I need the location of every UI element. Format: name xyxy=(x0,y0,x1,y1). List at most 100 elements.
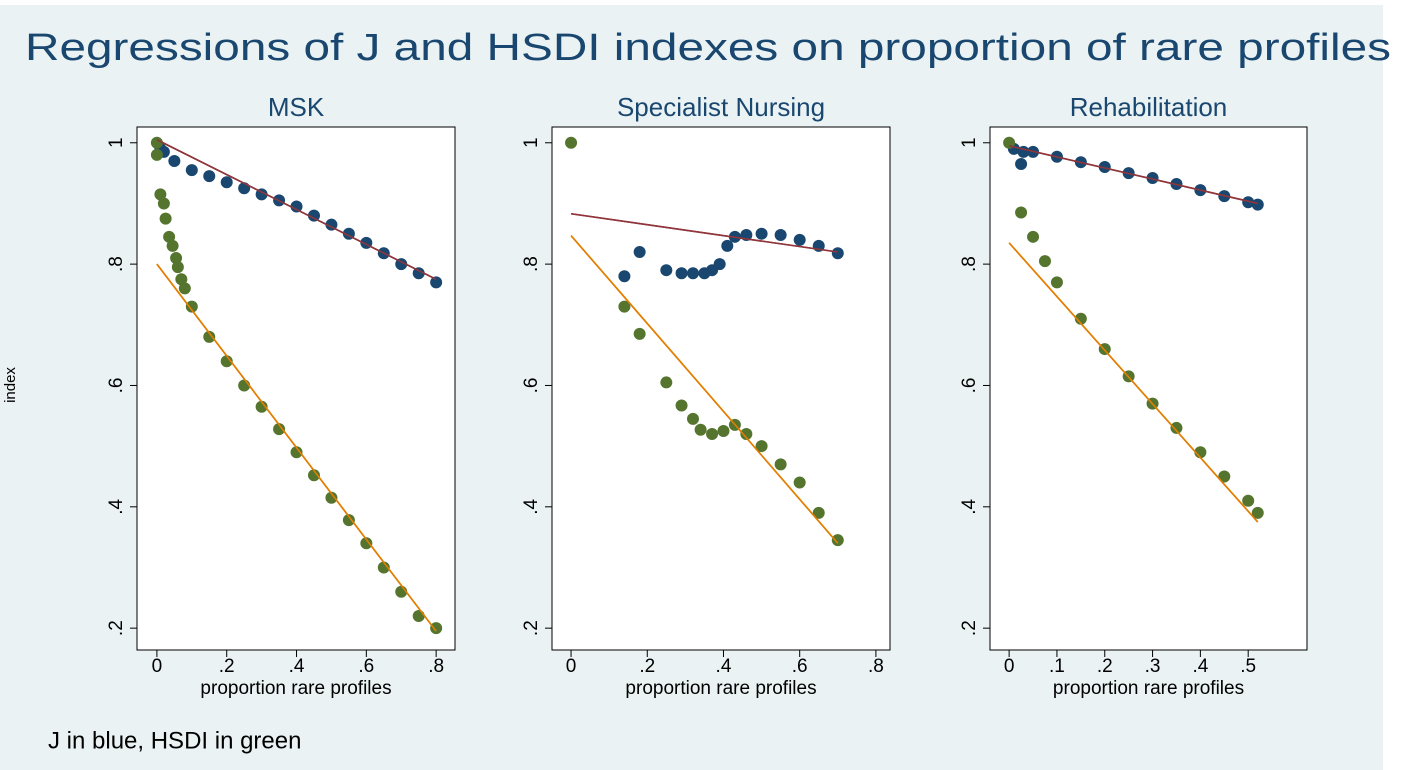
y-tick-label: 1 xyxy=(106,137,127,148)
point xyxy=(150,148,163,161)
point xyxy=(694,423,707,436)
point xyxy=(307,469,320,482)
point xyxy=(755,440,768,453)
point xyxy=(1027,230,1040,243)
x-tick-label: .3 xyxy=(1145,656,1161,677)
panel-title: Rehabilitation xyxy=(1070,92,1228,122)
fit-line xyxy=(570,212,838,253)
point xyxy=(793,476,806,489)
fit-line xyxy=(156,139,437,281)
point xyxy=(660,376,673,389)
y-tick-label: 1 xyxy=(959,137,980,148)
x-tick-label: .4 xyxy=(289,656,305,677)
point xyxy=(159,212,172,225)
y-tick-label: .2 xyxy=(959,620,980,636)
point xyxy=(273,423,286,436)
y-tick-label: 1 xyxy=(521,137,542,148)
point xyxy=(1038,255,1051,268)
point xyxy=(1146,171,1159,184)
point xyxy=(377,561,390,574)
point xyxy=(1218,470,1231,483)
y-tick-label: .4 xyxy=(521,498,542,514)
point xyxy=(686,267,699,280)
y-tick-label: .4 xyxy=(959,498,980,514)
panel-title: MSK xyxy=(268,92,325,122)
x-tick-label: 0 xyxy=(566,656,577,677)
point xyxy=(290,446,303,459)
fit-line xyxy=(1008,242,1259,523)
point xyxy=(706,428,719,441)
x-tick-label: .4 xyxy=(716,656,732,677)
point xyxy=(713,258,726,271)
fit-line xyxy=(570,235,839,544)
x-axis-label: proportion rare profiles xyxy=(200,678,391,699)
plot-area xyxy=(551,126,891,651)
point xyxy=(774,458,787,471)
point xyxy=(1251,198,1264,211)
y-tick-label: .4 xyxy=(106,498,127,514)
point xyxy=(721,239,734,252)
x-tick-label: .2 xyxy=(639,656,655,677)
point xyxy=(220,355,233,368)
point xyxy=(360,537,373,550)
point xyxy=(430,622,443,635)
point xyxy=(185,300,198,313)
point xyxy=(412,267,425,280)
fit-line xyxy=(1008,145,1258,205)
point xyxy=(203,330,216,343)
point xyxy=(675,267,688,280)
y-tick-label: .6 xyxy=(521,378,542,394)
point xyxy=(1242,196,1255,209)
y-tick-label: .8 xyxy=(521,256,542,272)
y-tick-label: .6 xyxy=(106,378,127,394)
point xyxy=(755,227,768,240)
point xyxy=(163,230,176,243)
point xyxy=(178,282,191,295)
point xyxy=(175,273,188,286)
point xyxy=(220,176,233,189)
y-tick-label: .2 xyxy=(106,620,127,636)
point xyxy=(1242,494,1255,507)
point xyxy=(168,154,181,167)
point xyxy=(185,164,198,177)
x-tick-label: .5 xyxy=(1240,656,1256,677)
y-tick-label: .8 xyxy=(959,256,980,272)
x-tick-label: .2 xyxy=(219,656,235,677)
point xyxy=(1098,161,1111,174)
point xyxy=(633,245,646,258)
figure-title: Regressions of J and HSDI indexes on pro… xyxy=(25,27,1391,69)
point xyxy=(565,136,578,149)
x-tick-label: .2 xyxy=(1097,656,1113,677)
point xyxy=(412,610,425,623)
point xyxy=(1015,158,1028,171)
x-tick-label: .1 xyxy=(1049,656,1065,677)
point xyxy=(290,200,303,213)
x-tick-label: .4 xyxy=(1192,656,1208,677)
point xyxy=(740,428,753,441)
point xyxy=(812,506,825,519)
point xyxy=(1170,421,1183,434)
x-tick-label: .8 xyxy=(868,656,884,677)
y-tick-label: .6 xyxy=(959,378,980,394)
point xyxy=(686,412,699,425)
point xyxy=(618,300,631,313)
point xyxy=(793,233,806,246)
x-tick-label: 0 xyxy=(152,656,163,677)
point xyxy=(171,261,184,274)
panel-title: Specialist Nursing xyxy=(617,92,825,122)
point xyxy=(660,264,673,277)
point xyxy=(342,514,355,527)
x-axis-label: proportion rare profiles xyxy=(625,678,816,699)
point xyxy=(154,188,167,201)
point xyxy=(1050,276,1063,289)
point xyxy=(831,534,844,547)
point xyxy=(255,400,268,413)
y-tick-label: .2 xyxy=(521,620,542,636)
point xyxy=(150,136,163,149)
point xyxy=(774,228,787,241)
plot-area xyxy=(989,126,1308,651)
point xyxy=(325,491,338,504)
fit-line xyxy=(156,263,437,632)
point xyxy=(831,247,844,260)
